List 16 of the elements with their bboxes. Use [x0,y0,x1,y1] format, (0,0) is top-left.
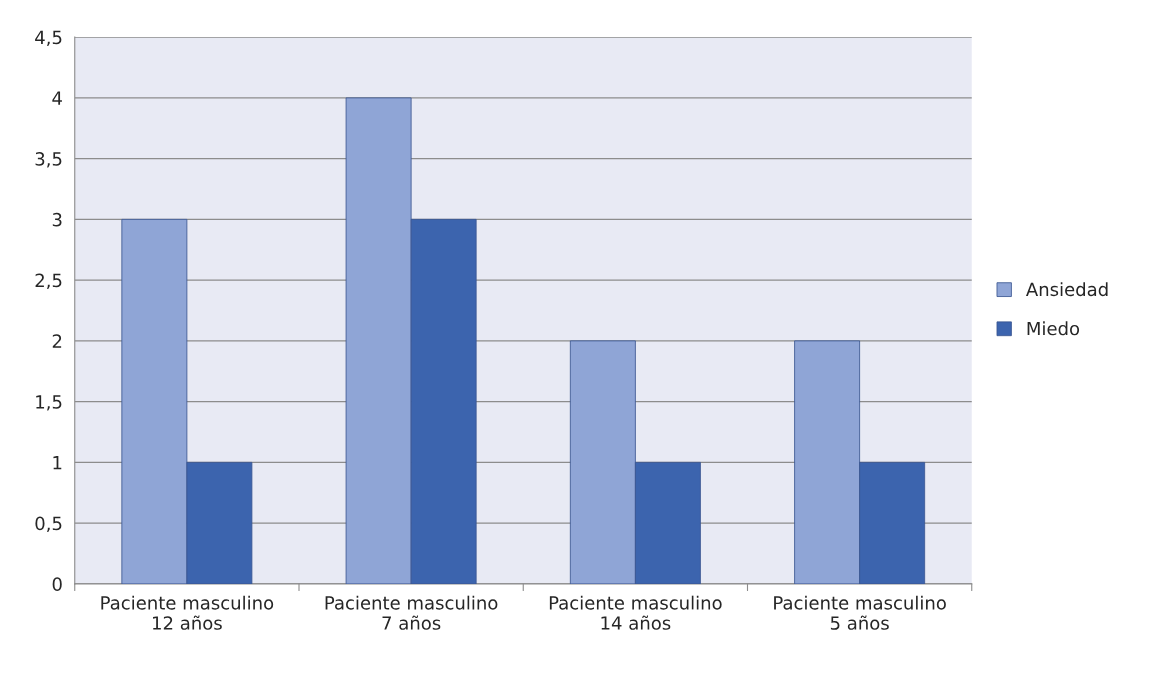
x-tick-label: Paciente masculino 5 años [774,595,946,630]
y-tick-label: 2 [52,334,62,348]
y-tick-label: 3 [52,212,62,227]
y-tick-label: 1,5 [36,395,62,411]
y-tick-label: 4 [52,91,62,105]
y-tick-label: 0 [52,577,62,591]
y-tick-label: 1 [53,456,62,470]
y-tick-label: 0,5 [35,516,62,533]
legend-label: Ansiedad [1026,282,1108,297]
x-tick-label: Paciente masculino 7 años [325,595,498,630]
y-tick-label: 3,5 [35,152,62,168]
x-tick-label: Paciente masculino 14 años [549,595,722,630]
x-tick-label: Paciente masculino 12 años [101,595,274,630]
legend-label: Miedo [1027,321,1080,336]
y-tick-label: 4,5 [35,30,62,47]
y-tick-label: 2,5 [35,273,62,290]
